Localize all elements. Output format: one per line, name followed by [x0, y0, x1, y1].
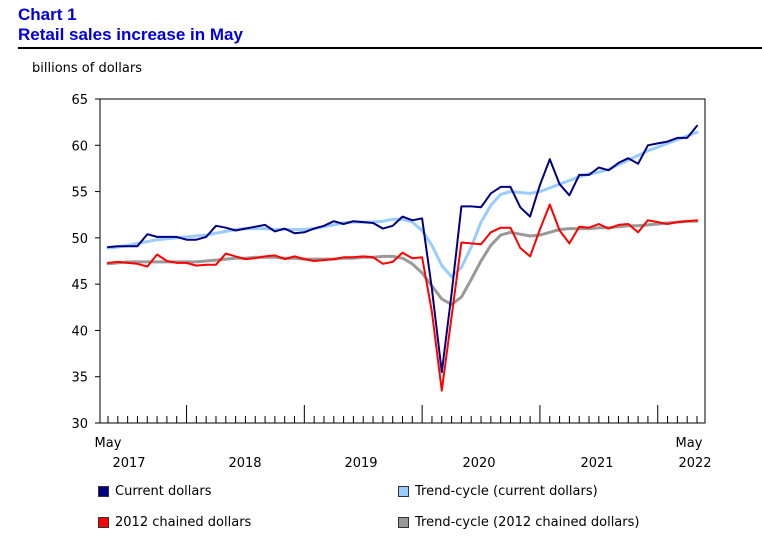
x-year-label: 2019 [344, 456, 377, 471]
title-rule [18, 47, 762, 49]
y-axis-unit-label: billions of dollars [32, 61, 142, 76]
legend-label-trend-current: Trend-cycle (current dollars) [415, 484, 598, 499]
series-lines [106, 124, 699, 392]
series-line-1 [106, 130, 699, 279]
x-year-label: 2021 [580, 456, 613, 471]
legend-label-current: Current dollars [115, 484, 212, 499]
chart-number: Chart 1 [18, 5, 77, 24]
axis-labels: 30 35 40 45 50 55 60 65 May May 2017 2018 2019 2020 20… [71, 93, 711, 471]
y-tick-label: 30 [71, 417, 88, 432]
legend-swatch-trend-current [398, 486, 409, 497]
y-tick-label: 35 [71, 371, 88, 386]
x-year-label: 2017 [112, 456, 145, 471]
y-tick-label: 40 [71, 324, 88, 339]
y-tick-label: 50 [71, 232, 88, 247]
x-start-month-label: May [95, 436, 122, 451]
y-tick-label: 65 [71, 93, 88, 108]
legend-swatch-chained [98, 517, 109, 528]
legend-label-trend-chained: Trend-cycle (2012 chained dollars) [415, 515, 640, 530]
legend-swatch-trend-chained [398, 517, 409, 528]
legend-item-current-dollars: Current dollars [98, 484, 211, 499]
y-tick-label: 45 [71, 278, 88, 293]
legend-label-chained: 2012 chained dollars [115, 515, 252, 530]
y-tick-label: 60 [71, 139, 88, 154]
legend-item-trend-chained: Trend-cycle (2012 chained dollars) [398, 515, 639, 530]
x-year-label: 2022 [678, 456, 711, 471]
x-year-label: 2020 [462, 456, 495, 471]
chart-title: Retail sales increase in May [18, 25, 243, 44]
series-line-0 [107, 124, 698, 374]
x-year-label: 2018 [228, 456, 261, 471]
series-line-3 [106, 219, 699, 306]
legend-item-chained-dollars: 2012 chained dollars [98, 515, 251, 530]
axes [95, 98, 706, 424]
legend-item-trend-current: Trend-cycle (current dollars) [398, 484, 598, 499]
series-line-2 [107, 203, 698, 392]
x-end-month-label: May [676, 436, 703, 451]
legend-swatch-current [98, 486, 109, 497]
y-tick-label: 55 [71, 186, 88, 201]
